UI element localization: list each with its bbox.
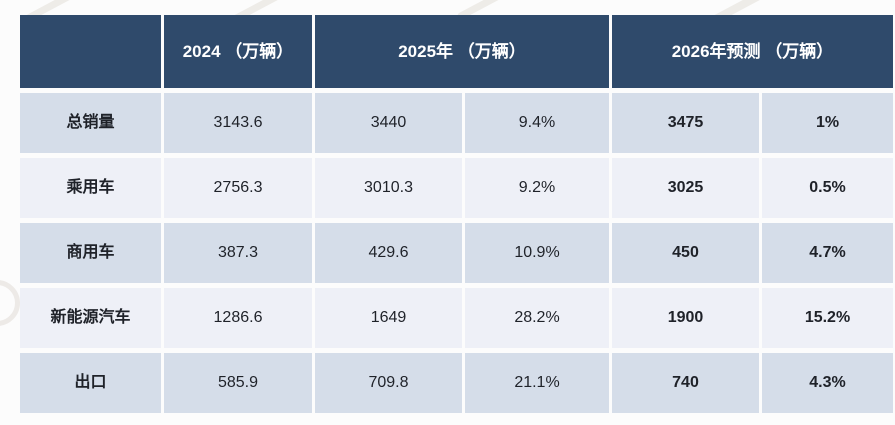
value-2026: 450	[612, 223, 759, 283]
growth-2025: 28.2%	[465, 288, 609, 348]
row-label: 总销量	[20, 93, 161, 153]
header-empty	[20, 15, 161, 88]
header-2025: 2025年 （万辆）	[315, 15, 609, 88]
growth-2026: 1%	[762, 93, 893, 153]
row-label: 新能源汽车	[20, 288, 161, 348]
value-2026: 3475	[612, 93, 759, 153]
value-2024: 585.9	[164, 353, 312, 413]
growth-2026: 4.3%	[762, 353, 893, 413]
value-2026: 740	[612, 353, 759, 413]
growth-2025: 21.1%	[465, 353, 609, 413]
growth-2026: 4.7%	[762, 223, 893, 283]
header-2026-forecast: 2026年预测 （万辆）	[612, 15, 893, 88]
value-2024: 3143.6	[164, 93, 312, 153]
value-2024: 1286.6	[164, 288, 312, 348]
watermark	[0, 280, 20, 326]
value-2025: 1649	[315, 288, 462, 348]
row-label: 商用车	[20, 223, 161, 283]
growth-2025: 9.4%	[465, 93, 609, 153]
value-2026: 1900	[612, 288, 759, 348]
value-2025: 709.8	[315, 353, 462, 413]
row-label: 乘用车	[20, 158, 161, 218]
value-2025: 429.6	[315, 223, 462, 283]
growth-2025: 9.2%	[465, 158, 609, 218]
growth-2025: 10.9%	[465, 223, 609, 283]
value-2026: 3025	[612, 158, 759, 218]
growth-2026: 15.2%	[762, 288, 893, 348]
value-2025: 3440	[315, 93, 462, 153]
row-label: 出口	[20, 353, 161, 413]
sales-forecast-table: 2024 （万辆） 2025年 （万辆） 2026年预测 （万辆） 总销量 31…	[20, 15, 893, 413]
header-2024: 2024 （万辆）	[164, 15, 312, 88]
value-2024: 2756.3	[164, 158, 312, 218]
growth-2026: 0.5%	[762, 158, 893, 218]
value-2024: 387.3	[164, 223, 312, 283]
value-2025: 3010.3	[315, 158, 462, 218]
